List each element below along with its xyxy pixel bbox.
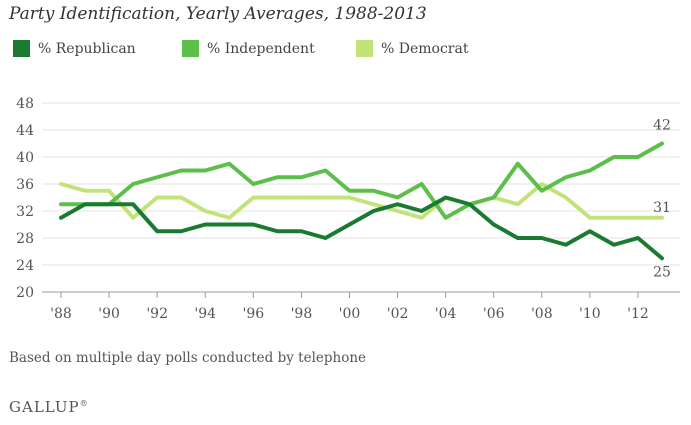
y-tick-label-40: 40 <box>16 150 34 166</box>
end-label-republican: 25 <box>653 264 671 280</box>
y-tick-label-28: 28 <box>16 231 34 247</box>
registered-mark: ® <box>79 399 89 408</box>
legend-label-democrat: % Democrat <box>381 40 469 57</box>
series-line-independent <box>59 141 664 220</box>
x-tick-label-2008: '08 <box>531 306 553 322</box>
legend-label-republican: % Republican <box>38 40 136 57</box>
series-line-republican <box>59 195 664 261</box>
y-tick-label-44: 44 <box>16 123 34 139</box>
legend-item-democrat: % Democrat <box>356 40 468 57</box>
legend-swatch-independent <box>182 40 199 57</box>
chart-title: Party Identification, Yearly Averages, 1… <box>9 4 427 24</box>
gallup-logo-text: GALLUP <box>9 398 80 416</box>
y-tick-label-48: 48 <box>16 96 34 112</box>
x-tick-label-1994: '94 <box>194 306 216 322</box>
x-tick-label-1992: '92 <box>146 306 168 322</box>
legend-item-republican: % Republican <box>13 40 136 57</box>
x-tick-label-1998: '98 <box>291 306 313 322</box>
x-tick-label-2012: '12 <box>627 306 649 322</box>
x-tick-label-1988: '88 <box>50 306 72 322</box>
end-label-independent: 42 <box>653 118 671 134</box>
x-tick-label-1990: '90 <box>98 306 120 322</box>
legend-item-independent: % Independent <box>182 40 315 57</box>
x-tick-label-1996: '96 <box>242 306 264 322</box>
x-tick-label-2002: '02 <box>387 306 409 322</box>
y-tick-label-20: 20 <box>16 285 34 301</box>
legend-label-independent: % Independent <box>207 40 315 57</box>
x-tick-label-2006: '06 <box>483 306 505 322</box>
legend-swatch-democrat <box>356 40 373 57</box>
y-tick-label-24: 24 <box>16 258 34 274</box>
y-tick-label-32: 32 <box>16 204 34 220</box>
chart-footnote: Based on multiple day polls conducted by… <box>9 350 367 366</box>
x-tick-label-2004: '04 <box>435 306 457 322</box>
legend-swatch-republican <box>13 40 30 57</box>
y-tick-label-36: 36 <box>16 177 34 193</box>
gallup-logo: GALLUP® <box>9 398 89 416</box>
x-tick-label-2000: '00 <box>339 306 361 322</box>
end-label-democrat: 31 <box>653 200 671 216</box>
series-line-democrat <box>59 182 664 220</box>
x-tick-label-2010: '10 <box>579 306 601 322</box>
